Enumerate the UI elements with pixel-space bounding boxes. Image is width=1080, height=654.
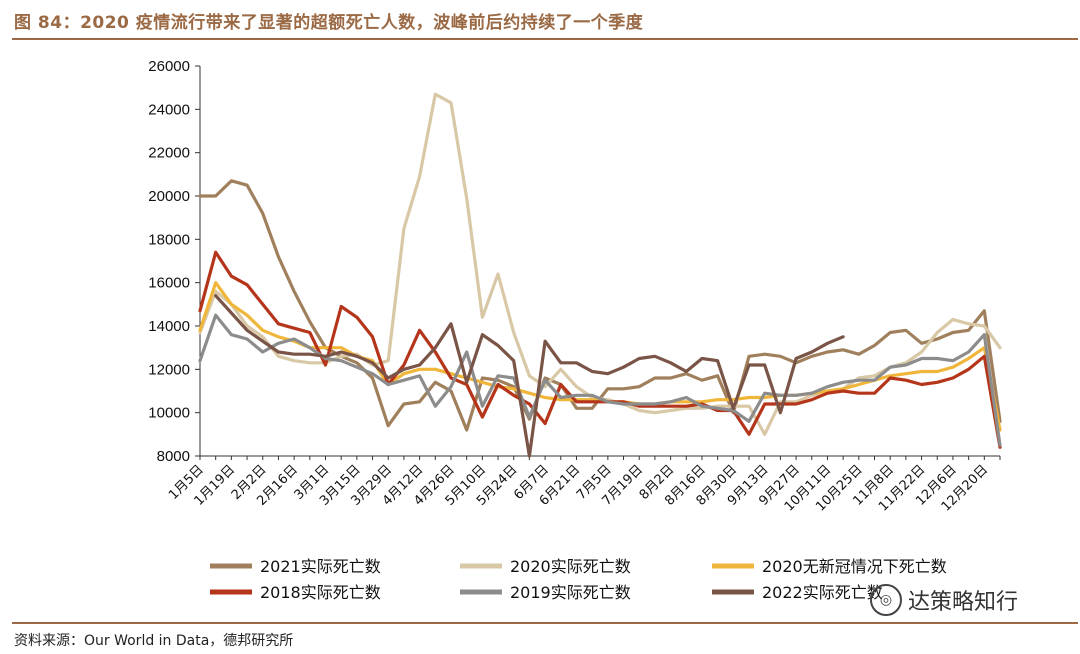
y-tick-label: 8000 [157, 448, 190, 465]
series-layer [198, 92, 1002, 458]
series-line-4 [198, 250, 1002, 449]
y-tick-label: 26000 [148, 58, 190, 75]
legend-label-1: 2021实际死亡数 [260, 557, 381, 576]
y-tick-label: 16000 [148, 275, 190, 292]
series-line-1 [198, 179, 1002, 432]
line-chart: 8000 10000 12000 14000 16000 18000 20000 22000 2… [148, 58, 1002, 602]
y-tick-label: 22000 [148, 145, 190, 162]
legend-label-3: 2020无新冠情况下死亡数 [762, 557, 947, 576]
y-tick-label: 14000 [148, 318, 190, 335]
y-tick-label: 12000 [148, 361, 190, 378]
chart-axes: 8000 10000 12000 14000 16000 18000 20000 22000 2… [148, 58, 1001, 515]
series-line-5 [198, 313, 1002, 447]
y-tick-label: 20000 [148, 188, 190, 205]
legend-label-6: 2022实际死亡数 [762, 583, 883, 602]
watermark-text: 达策略知行 [908, 590, 1019, 615]
chart-title: 图 84：2020 疫情流行带来了显著的超额死亡人数，波峰前后约持续了一个季度 [14, 13, 644, 33]
series-line-6 [214, 294, 845, 458]
legend-label-5: 2019实际死亡数 [510, 583, 631, 602]
series-line-2 [198, 92, 1002, 436]
wechat-icon: ◎ [870, 584, 902, 616]
legend-label-4: 2018实际死亡数 [260, 583, 381, 602]
bottom-rule [12, 622, 1078, 624]
source-note: 资料来源：Our World in Data，德邦研究所 [14, 633, 294, 649]
y-tick-label: 10000 [148, 405, 190, 422]
y-tick-label: 18000 [148, 231, 190, 248]
watermark: ◎ 达策略知行 [870, 584, 1018, 616]
top-rule [12, 38, 1078, 40]
chart-legend: 2021实际死亡数 2020实际死亡数 2020无新冠情况下死亡数 2018实际死亡数… [210, 557, 947, 602]
legend-label-2: 2020实际死亡数 [510, 557, 631, 576]
y-tick-label: 24000 [148, 101, 190, 118]
